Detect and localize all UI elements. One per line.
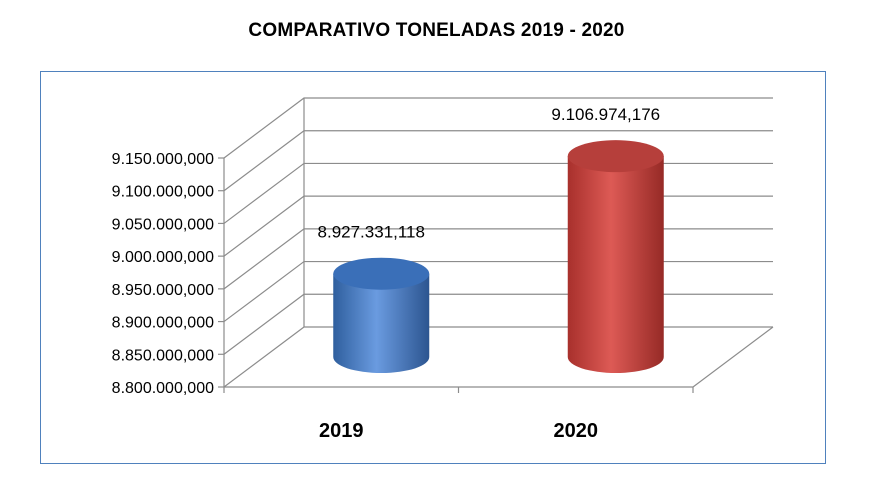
gridline <box>223 260 773 323</box>
y-tick-label: 8.800.000,000 <box>112 380 214 397</box>
gridline <box>223 195 773 257</box>
bar-2019 <box>333 257 430 373</box>
y-tick-label: 8.850.000,000 <box>112 347 214 364</box>
x-category-label: 2020 <box>554 420 599 442</box>
y-tick-label: 8.950.000,000 <box>112 282 214 299</box>
data-label: 8.927.331,118 <box>318 223 425 242</box>
gridline <box>223 97 773 159</box>
data-label: 9.106.974,176 <box>551 105 660 124</box>
bar-top <box>567 140 664 173</box>
bar-2020 <box>567 140 664 373</box>
bar-body <box>333 273 430 373</box>
floor-edge <box>224 326 774 388</box>
gridline <box>223 162 773 224</box>
gridline <box>223 228 773 290</box>
y-tick-label: 9.150.000,000 <box>112 151 214 168</box>
y-tick-label: 9.100.000,000 <box>112 184 214 201</box>
x-category-label: 2019 <box>319 420 364 442</box>
y-tick-label: 9.050.000,000 <box>112 216 214 233</box>
chart-frame <box>40 71 826 464</box>
y-tick-label: 8.900.000,000 <box>112 315 214 332</box>
gridline <box>223 326 773 388</box>
gridline <box>223 293 773 355</box>
bar-body <box>567 156 664 373</box>
chart-title: COMPARATIVO TONELADAS 2019 - 2020 <box>248 20 625 41</box>
bar-top <box>333 257 430 290</box>
y-tick-label: 9.000.000,000 <box>112 249 214 266</box>
gridline <box>223 130 773 192</box>
